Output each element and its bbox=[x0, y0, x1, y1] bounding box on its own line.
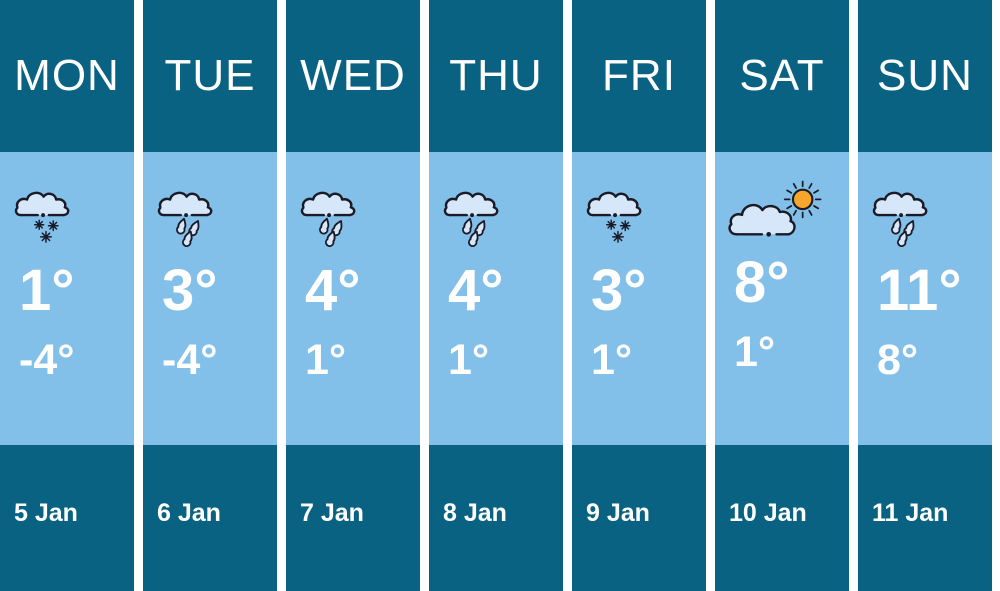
rain-icon bbox=[300, 186, 420, 254]
date-label: 8 Jan bbox=[443, 499, 507, 527]
day-footer: 7 Jan bbox=[286, 445, 420, 591]
day-header: MON bbox=[0, 0, 134, 152]
day-footer: 10 Jan bbox=[715, 445, 849, 591]
high-temp: 3° bbox=[591, 258, 647, 323]
rain-icon bbox=[872, 186, 992, 254]
low-temp: 1° bbox=[448, 336, 490, 384]
low-temp: 1° bbox=[734, 328, 776, 376]
forecast-day-column: WED 4° 1° 7 Jan bbox=[286, 0, 420, 591]
cloud-sun-icon bbox=[728, 178, 849, 246]
day-body: 4° 1° bbox=[286, 152, 420, 445]
day-body: 3° -4° bbox=[143, 152, 277, 445]
day-footer: 5 Jan bbox=[0, 445, 134, 591]
day-footer: 11 Jan bbox=[858, 445, 992, 591]
forecast-day-column: MON 1° -4° 5 Jan bbox=[0, 0, 134, 591]
day-label: FRI bbox=[602, 51, 676, 100]
high-temp: 4° bbox=[305, 258, 361, 323]
rain-icon bbox=[443, 186, 563, 254]
date-label: 6 Jan bbox=[157, 499, 221, 527]
day-body: 8° 1° bbox=[715, 152, 849, 445]
high-temp: 1° bbox=[19, 258, 75, 323]
day-footer: 9 Jan bbox=[572, 445, 706, 591]
date-label: 9 Jan bbox=[586, 499, 650, 527]
date-label: 11 Jan bbox=[872, 499, 949, 527]
forecast-day-column: FRI 3° 1° 9 Jan bbox=[572, 0, 706, 591]
forecast-day-column: TUE 3° -4° 6 Jan bbox=[143, 0, 277, 591]
snow-icon bbox=[14, 186, 134, 254]
day-header: FRI bbox=[572, 0, 706, 152]
high-temp: 8° bbox=[734, 250, 790, 315]
day-header: SAT bbox=[715, 0, 849, 152]
low-temp: 8° bbox=[877, 336, 919, 384]
snow-icon bbox=[586, 186, 706, 254]
high-temp: 4° bbox=[448, 258, 504, 323]
high-temp: 3° bbox=[162, 258, 218, 323]
low-temp: 1° bbox=[305, 336, 347, 384]
day-label: THU bbox=[449, 51, 543, 100]
day-label: MON bbox=[14, 51, 120, 100]
date-label: 10 Jan bbox=[729, 499, 807, 527]
day-label: SAT bbox=[739, 51, 825, 100]
day-body: 4° 1° bbox=[429, 152, 563, 445]
forecast-day-column: SAT 8° 1° 10 Jan bbox=[715, 0, 849, 591]
day-header: WED bbox=[286, 0, 420, 152]
forecast-day-column: SUN 11° 8° 11 Jan bbox=[858, 0, 992, 591]
day-label: TUE bbox=[164, 51, 256, 100]
day-label: SUN bbox=[877, 51, 973, 100]
low-temp: -4° bbox=[162, 336, 218, 384]
day-header: SUN bbox=[858, 0, 992, 152]
day-header: TUE bbox=[143, 0, 277, 152]
day-body: 11° 8° bbox=[858, 152, 992, 445]
day-label: WED bbox=[300, 51, 406, 100]
day-footer: 6 Jan bbox=[143, 445, 277, 591]
low-temp: 1° bbox=[591, 336, 633, 384]
date-label: 7 Jan bbox=[300, 499, 364, 527]
day-header: THU bbox=[429, 0, 563, 152]
date-label: 5 Jan bbox=[14, 499, 78, 527]
day-body: 3° 1° bbox=[572, 152, 706, 445]
low-temp: -4° bbox=[19, 336, 75, 384]
rain-icon bbox=[157, 186, 277, 254]
high-temp: 11° bbox=[877, 258, 962, 323]
day-footer: 8 Jan bbox=[429, 445, 563, 591]
forecast-day-column: THU 4° 1° 8 Jan bbox=[429, 0, 563, 591]
day-body: 1° -4° bbox=[0, 152, 134, 445]
